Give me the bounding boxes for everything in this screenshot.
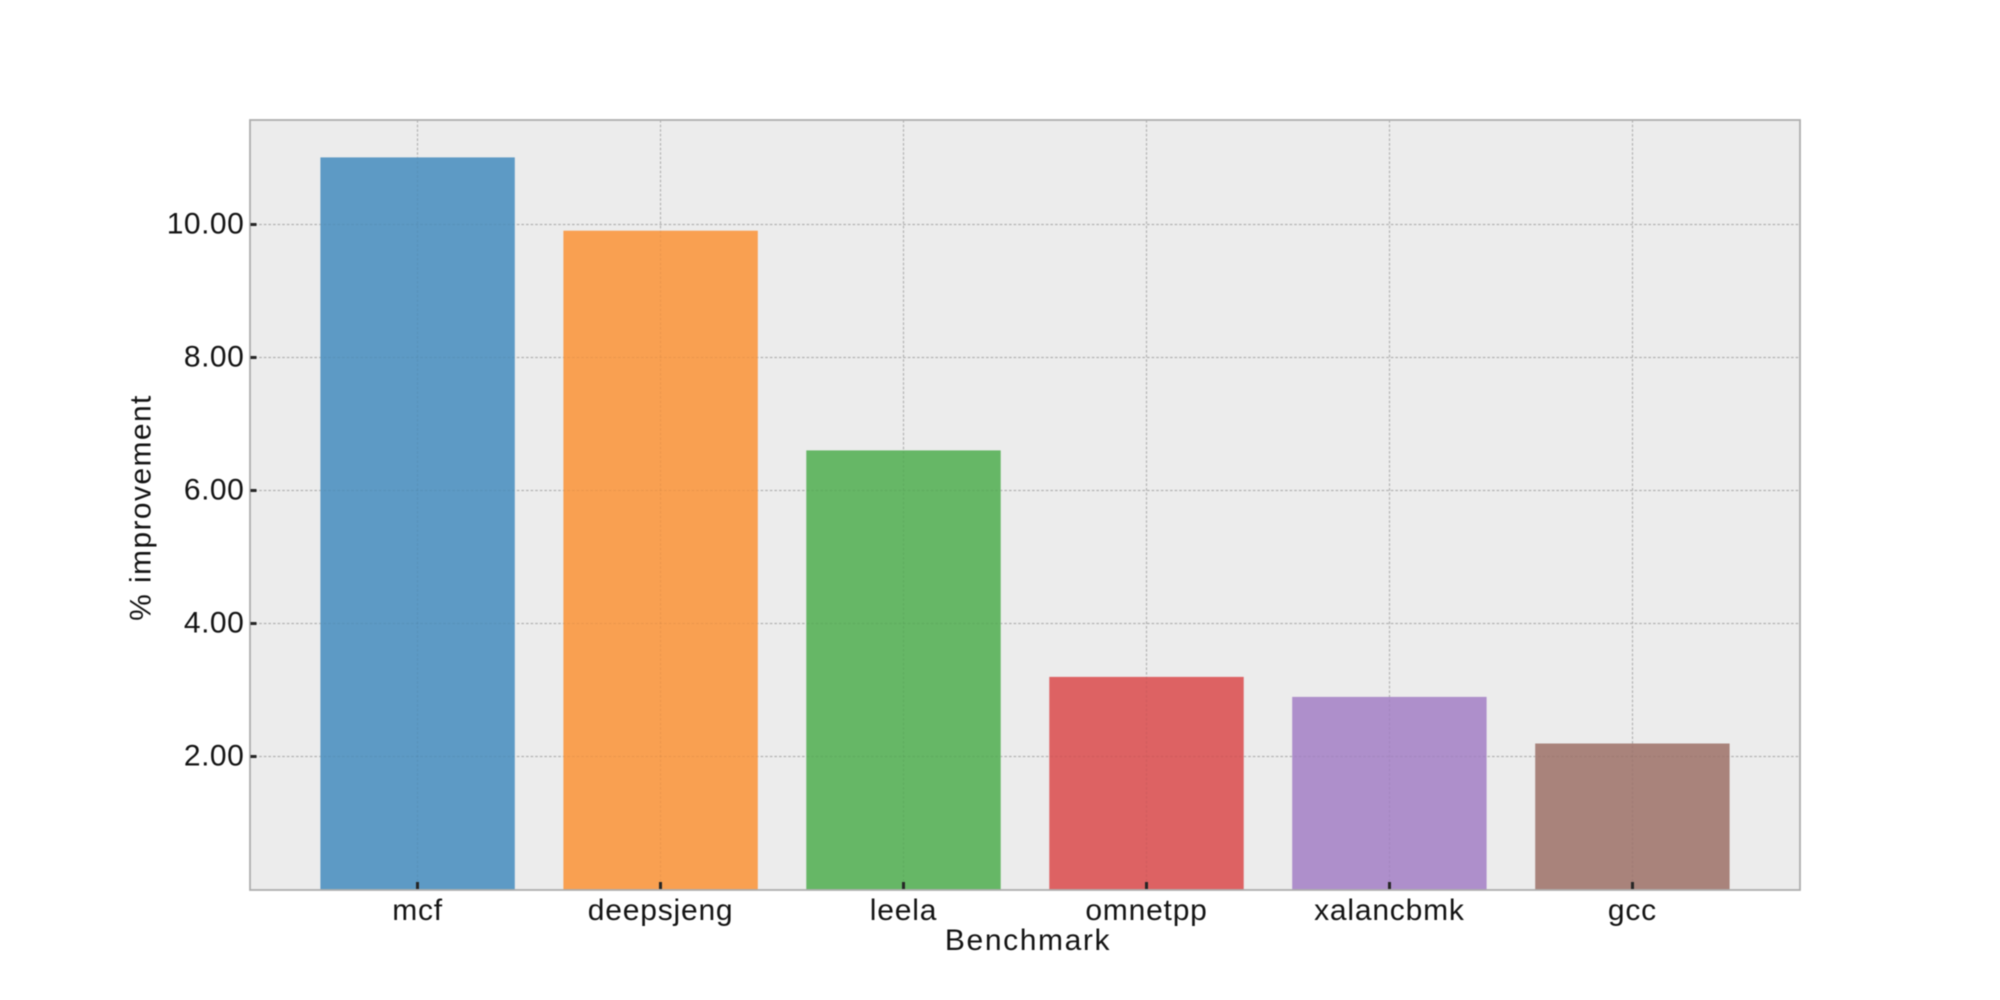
svg-text:2.00: 2.00 bbox=[184, 740, 244, 773]
svg-text:xalancbmk: xalancbmk bbox=[1314, 894, 1465, 927]
svg-text:% improvement: % improvement bbox=[125, 394, 158, 621]
svg-text:4.00: 4.00 bbox=[184, 607, 244, 640]
svg-text:6.00: 6.00 bbox=[184, 474, 244, 507]
svg-text:omnetpp: omnetpp bbox=[1085, 894, 1207, 927]
svg-text:Benchmark: Benchmark bbox=[945, 924, 1111, 957]
svg-text:gcc: gcc bbox=[1608, 894, 1657, 927]
svg-text:10.00: 10.00 bbox=[167, 208, 245, 241]
svg-text:8.00: 8.00 bbox=[184, 341, 244, 374]
svg-text:mcf: mcf bbox=[392, 894, 443, 927]
svg-text:deepsjeng: deepsjeng bbox=[588, 894, 734, 927]
svg-text:leela: leela bbox=[870, 894, 937, 927]
